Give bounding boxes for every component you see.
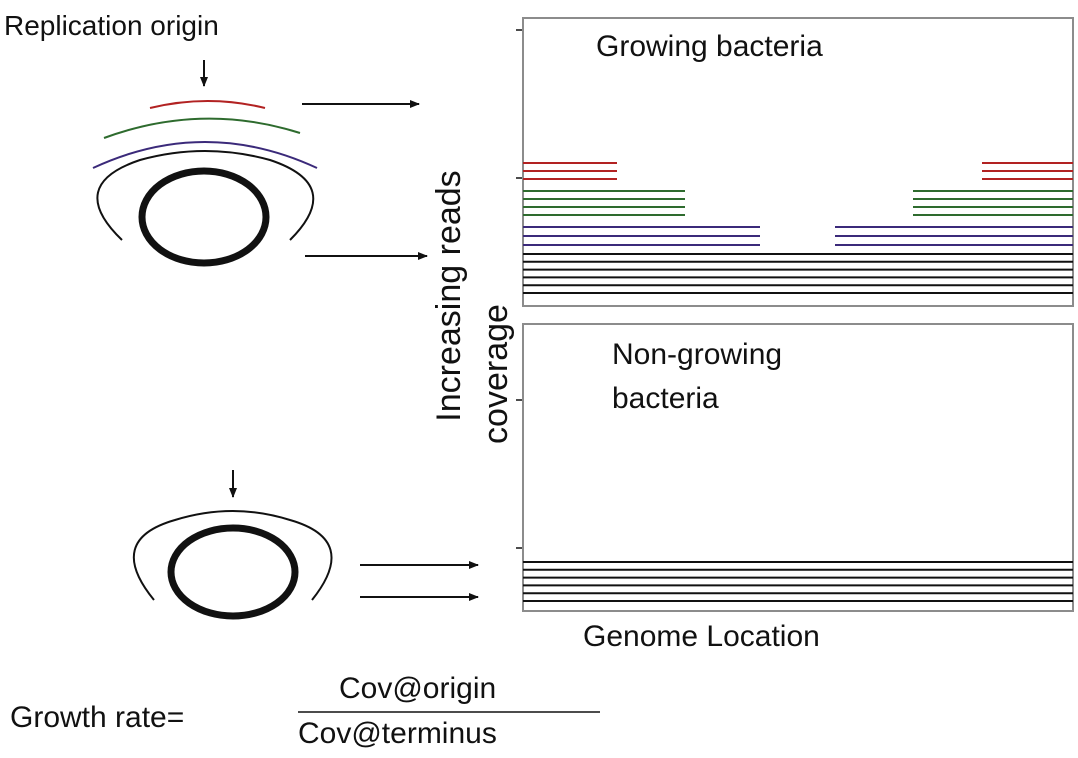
growing-panel-title: Growing bacteria <box>596 30 823 63</box>
growing-coverage-reads <box>523 162 1073 294</box>
replication-arc-purple <box>92 141 318 169</box>
growing-panel: Growing bacteria <box>522 17 1074 307</box>
non-growing-coverage-reads <box>523 561 1073 602</box>
non-growing-panel-title-line2: bacteria <box>612 382 719 415</box>
replication-origin-label: Replication origin <box>4 10 219 41</box>
y-axis-label-line1: Increasing reads <box>430 170 468 421</box>
y-axis-label-line2: coverage <box>477 304 515 444</box>
chromosome-ring-non-growing <box>167 524 299 620</box>
chromosome-ring-growing <box>138 167 270 267</box>
non-growing-panel-title-line1: Non-growing <box>612 338 782 371</box>
formula-numerator: Cov@origin <box>339 672 496 705</box>
replication-arc-green <box>103 117 301 139</box>
formula-denominator: Cov@terminus <box>298 717 497 750</box>
growing-chromosome <box>92 100 318 267</box>
replication-arc-black <box>96 150 315 241</box>
x-axis-label: Genome Location <box>583 620 820 653</box>
growth-rate-formula: Growth rate= Cov@origin Cov@terminus <box>10 672 600 750</box>
replication-arc-non-growing <box>132 510 333 601</box>
non-growing-panel-frame <box>522 323 1074 612</box>
non-growing-chromosome <box>132 510 333 620</box>
non-growing-panel: Non-growing bacteria <box>522 323 1074 612</box>
y-axis-ticks <box>516 29 523 549</box>
replication-arc-red <box>149 100 266 109</box>
growth-rate-label: Growth rate= <box>10 701 184 734</box>
